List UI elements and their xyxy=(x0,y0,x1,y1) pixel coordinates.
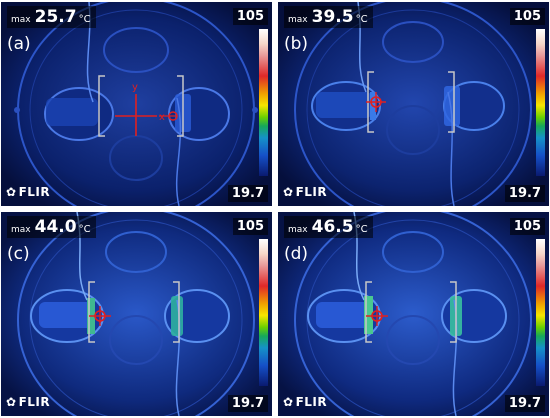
flir-logo: ✿ FLIR xyxy=(283,185,328,199)
panel-label: (c) xyxy=(7,244,30,264)
max-temperature-value: 44.0 xyxy=(34,217,77,237)
scale-min-value: 19.7 xyxy=(504,395,545,412)
max-label: max xyxy=(288,225,308,235)
axis-y-label: y xyxy=(132,82,138,93)
thermal-image xyxy=(278,212,549,416)
thermal-image: y x xyxy=(1,2,272,206)
temperature-unit: °C xyxy=(78,224,91,235)
flir-mark-icon: ✿ xyxy=(283,395,294,409)
thermal-panel-a: y x max 25.7 °C (a) 105 19.7 ✿ FLIR xyxy=(1,2,272,206)
scale-min-value: 19.7 xyxy=(227,395,268,412)
measurement-crosshair xyxy=(89,306,111,326)
flir-logo: ✿ FLIR xyxy=(283,395,328,409)
measurement-crosshair xyxy=(366,306,388,326)
scale-min-value: 19.7 xyxy=(227,185,268,202)
max-temperature-readout: max 39.5 °C xyxy=(284,6,373,28)
panel-label: (a) xyxy=(7,34,31,54)
max-label: max xyxy=(288,15,308,25)
scale-max-value: 105 xyxy=(232,8,268,25)
temperature-unit: °C xyxy=(355,224,368,235)
flir-logo: ✿ FLIR xyxy=(6,185,51,199)
flir-mark-icon: ✿ xyxy=(6,185,17,199)
panel-label: (b) xyxy=(284,34,309,54)
scale-max-value: 105 xyxy=(509,8,545,25)
flir-logo: ✿ FLIR xyxy=(6,395,51,409)
color-scale-bar xyxy=(259,239,268,386)
temperature-unit: °C xyxy=(355,14,368,25)
max-temperature-value: 46.5 xyxy=(311,217,354,237)
scale-min-value: 19.7 xyxy=(504,185,545,202)
thermal-panel-b: max 39.5 °C (b) 105 19.7 ✿ FLIR xyxy=(278,2,549,206)
thermal-panel-c: max 44.0 °C (c) 105 19.7 ✿ FLIR xyxy=(1,212,272,416)
max-label: max xyxy=(11,15,31,25)
panel-label: (d) xyxy=(284,244,309,264)
max-temperature-readout: max 25.7 °C xyxy=(7,6,96,28)
max-temperature-readout: max 46.5 °C xyxy=(284,216,373,238)
flir-mark-icon: ✿ xyxy=(6,395,17,409)
max-label: max xyxy=(11,225,31,235)
temperature-unit: °C xyxy=(78,14,91,25)
max-temperature-readout: max 44.0 °C xyxy=(7,216,96,238)
scale-max-value: 105 xyxy=(509,218,545,235)
thermal-image xyxy=(278,2,549,206)
thermal-panel-d: max 46.5 °C (d) 105 19.7 ✿ FLIR xyxy=(278,212,549,416)
max-temperature-value: 39.5 xyxy=(311,7,354,27)
flir-mark-icon: ✿ xyxy=(283,185,294,199)
coordinate-crosshair: y x xyxy=(115,82,178,136)
max-temperature-value: 25.7 xyxy=(34,7,77,27)
measurement-crosshair xyxy=(366,92,386,112)
axis-x-label: x xyxy=(159,112,165,123)
color-scale-bar xyxy=(259,29,268,176)
color-scale-bar xyxy=(536,239,545,386)
scale-max-value: 105 xyxy=(232,218,268,235)
thermal-image xyxy=(1,212,272,416)
color-scale-bar xyxy=(536,29,545,176)
